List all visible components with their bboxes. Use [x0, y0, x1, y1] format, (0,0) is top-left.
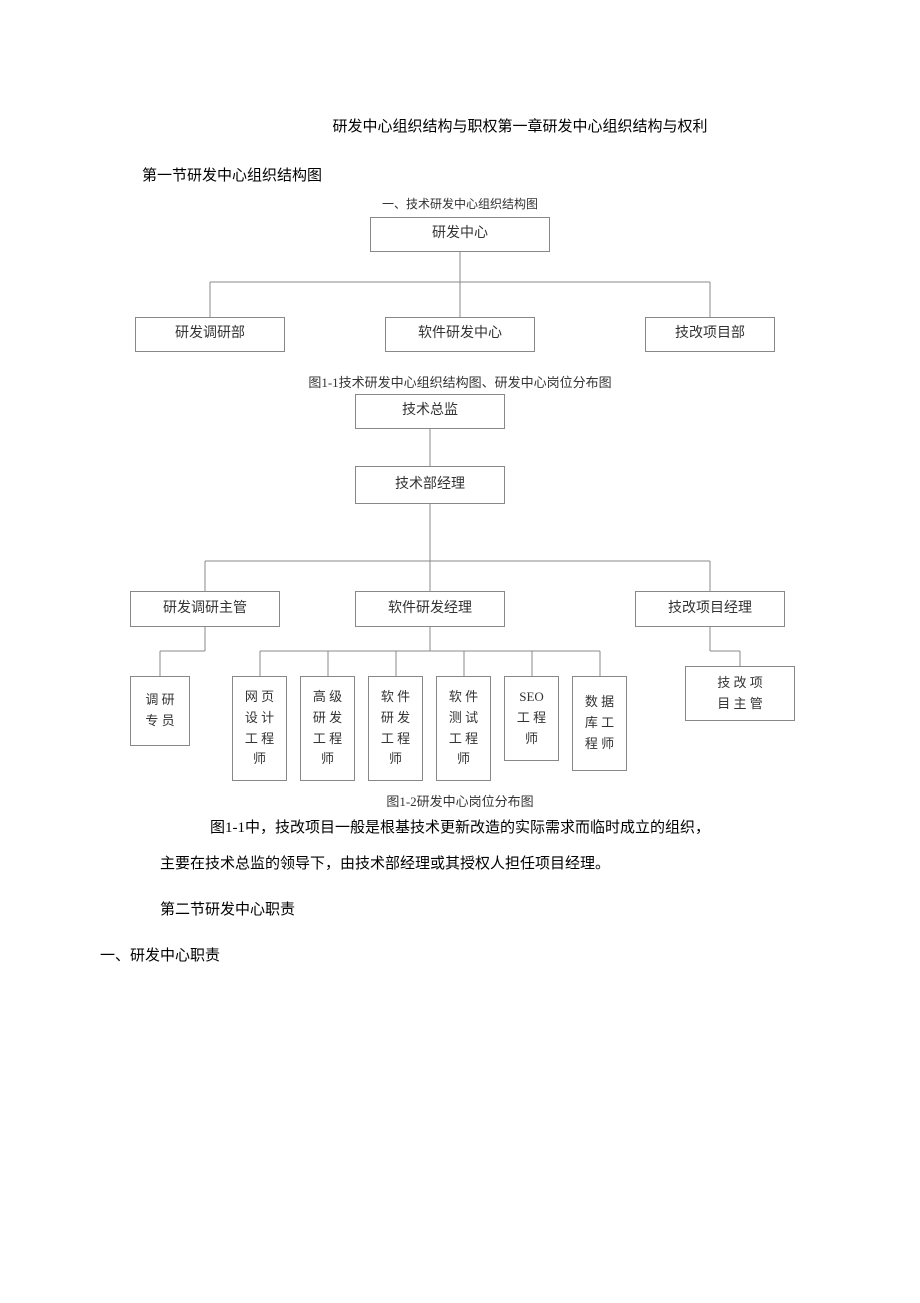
chart2-l4-mid-3: 软 件测 试工 程师	[436, 676, 491, 781]
section-2-heading: 第二节研发中心职责	[160, 892, 820, 928]
chart1-caption: 图1-1技术研发中心组织结构图、研发中心岗位分布图	[100, 372, 820, 391]
chart1-child-1: 软件研发中心	[385, 317, 535, 352]
chart2-l3-1: 软件研发经理	[355, 591, 505, 627]
chart2-l4-mid-2: 软 件研 发工 程师	[368, 676, 423, 781]
chart2-l1: 技术总监	[355, 394, 505, 429]
page-title: 研发中心组织结构与职权第一章研发中心组织结构与权利	[220, 115, 820, 136]
section-1-heading: 第一节研发中心组织结构图	[142, 164, 820, 185]
org-chart-2: 技术总监 技术部经理 研发调研主管 软件研发经理 技改项目经理 调 研专 员 网…	[100, 391, 820, 791]
chart2-l4-right-0: 技 改 项目 主 管	[685, 666, 795, 721]
chart2-caption: 图1-2研发中心岗位分布图	[100, 791, 820, 810]
list-heading-1: 一、研发中心职责	[100, 938, 820, 974]
paragraph-2: 主要在技术总监的领导下，由技术部经理或其授权人担任项目经理。	[160, 846, 800, 882]
document-page: 研发中心组织结构与职权第一章研发中心组织结构与权利 第一节研发中心组织结构图 一…	[0, 0, 920, 974]
chart2-l3-0: 研发调研主管	[130, 591, 280, 627]
chart2-l4-mid-4: SEO工 程师	[504, 676, 559, 761]
chart1-root: 研发中心	[370, 217, 550, 252]
chart1-subtitle: 一、技术研发中心组织结构图	[100, 195, 820, 212]
chart2-l4-mid-5: 数 据库 工程 师	[572, 676, 627, 771]
chart2-l3-2: 技改项目经理	[635, 591, 785, 627]
chart1-child-2: 技改项目部	[645, 317, 775, 352]
chart1-child-0: 研发调研部	[135, 317, 285, 352]
chart2-l2: 技术部经理	[355, 466, 505, 504]
chart2-l4-left-0: 调 研专 员	[130, 676, 190, 746]
org-chart-1: 研发中心 研发调研部 软件研发中心 技改项目部	[100, 212, 820, 372]
chart2-l4-mid-0: 网 页设 计工 程师	[232, 676, 287, 781]
chart2-l4-mid-1: 高 级研 发工 程师	[300, 676, 355, 781]
paragraph-1: 图1-1中，技改项目一般是根基技术更新改造的实际需求而临时成立的组织，	[210, 810, 800, 846]
